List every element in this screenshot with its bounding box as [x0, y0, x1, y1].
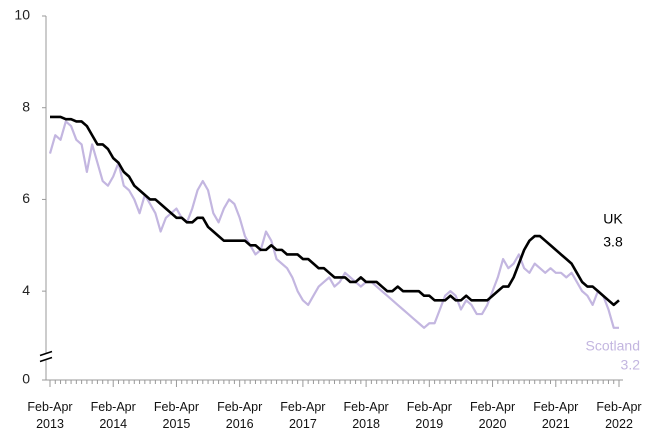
x-tick-label: Feb-Apr 2015 [153, 400, 200, 431]
y-tick-label: 8 [22, 98, 30, 114]
axis-break [39, 350, 53, 357]
axis-break [39, 356, 53, 363]
x-tick-label: Feb-Apr 2013 [27, 400, 73, 431]
axis-break-gap [40, 353, 52, 360]
x-tick-label: Feb-Apr 2022 [596, 400, 642, 431]
series-line [50, 115, 620, 307]
x-tick-label: Feb-Apr 2016 [217, 400, 263, 431]
series-label: UK [603, 211, 623, 227]
x-tick-label: Feb-Apr 2018 [343, 400, 389, 431]
x-tick-label: Feb-Apr 2021 [533, 400, 579, 431]
y-tick-label: 6 [22, 190, 30, 206]
series-label: Scotland [586, 338, 640, 354]
x-tick-label: Feb-Apr 2014 [90, 400, 136, 431]
end-value-label: 3.8 [603, 234, 623, 250]
y-tick-label: 10 [14, 7, 30, 23]
y-tick-label: 0 [22, 371, 30, 387]
x-tick-label: Feb-Apr 2019 [406, 400, 452, 431]
x-tick-label: Feb-Apr 2017 [280, 400, 326, 431]
series-line [48, 120, 619, 329]
end-value-label: 3.2 [621, 357, 641, 373]
x-tick-label: Feb-Apr 2020 [469, 400, 516, 431]
y-tick-label: 4 [22, 282, 30, 298]
